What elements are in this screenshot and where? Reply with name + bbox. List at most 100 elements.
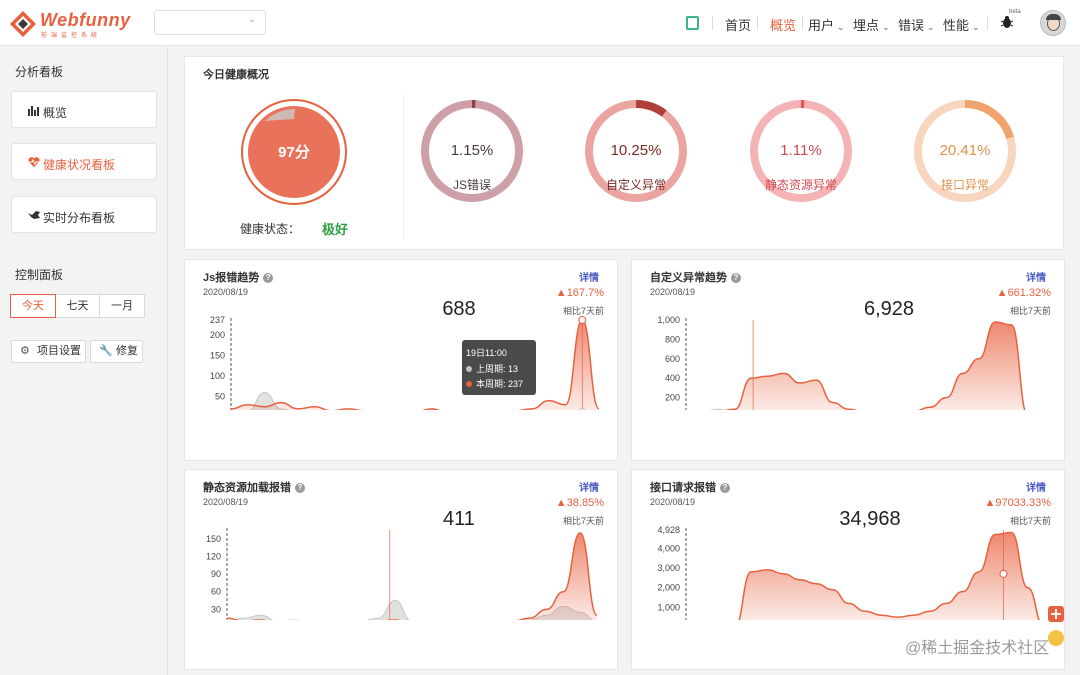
- nav-perf[interactable]: 性能 ⌄: [943, 15, 980, 34]
- chart-total: 6,928: [863, 298, 915, 320]
- chevron-down-icon: ⌄: [247, 14, 256, 25]
- ring-value: 10.25%: [610, 142, 662, 159]
- y-tick-label: 60: [211, 587, 221, 597]
- chevron-down-icon: ⌄: [837, 22, 845, 32]
- change-percent-value: 167.7%: [566, 287, 604, 299]
- ring-fill: [750, 100, 852, 202]
- ring-fill: [421, 100, 523, 202]
- compare-label: 相比7天前: [1009, 306, 1051, 316]
- chevron-down-icon: ⌄: [972, 22, 980, 32]
- brand-logo[interactable]: Webfunny 前端监控系统: [10, 9, 140, 39]
- repair-button[interactable]: 🔧 修复: [90, 340, 143, 363]
- plus-icon: [1051, 609, 1061, 619]
- change-percent: ▲661.32%: [997, 287, 1051, 299]
- nav-divider: [757, 16, 758, 30]
- ring-label: 接口异常: [940, 178, 989, 192]
- document-icon[interactable]: [686, 16, 699, 30]
- nav-home[interactable]: 首页: [725, 18, 752, 33]
- chart-title-text: 自定义异常趋势: [650, 272, 727, 284]
- y-tick-label: 237: [210, 315, 225, 325]
- project-settings-button[interactable]: ⚙ 项目设置: [11, 340, 86, 363]
- health-score: 97分: [278, 144, 310, 161]
- y-tick-label: 4,000: [657, 543, 680, 553]
- chart-title-text: 接口请求报错: [650, 482, 716, 494]
- y-tick-label: 100: [210, 371, 225, 381]
- nav-divider: [802, 16, 803, 30]
- help-icon[interactable]: ?: [295, 483, 305, 493]
- y-tick-label: 200: [665, 393, 680, 403]
- chevron-down-icon: ⌄: [882, 22, 890, 32]
- ring-gauge: [585, 100, 687, 202]
- bug-icon[interactable]: [1001, 15, 1013, 29]
- beta-badge: beta: [1009, 9, 1021, 15]
- detail-link[interactable]: 详情: [579, 273, 599, 284]
- help-icon[interactable]: ?: [720, 483, 730, 493]
- detail-link[interactable]: 详情: [579, 483, 599, 494]
- sidebar-item-label: 健康状况看板: [43, 158, 116, 172]
- ring-gauge: [750, 100, 852, 202]
- sidebar-item-overview[interactable]: 概览: [11, 91, 157, 128]
- nav-divider: [987, 16, 988, 30]
- wrench-icon: 🔧: [99, 345, 113, 357]
- series-cur-line: [230, 319, 600, 410]
- repair-label: 修复: [116, 345, 138, 357]
- detail-link[interactable]: 详情: [1026, 483, 1046, 494]
- top-bar: Webfunny 前端监控系统 ⌄ 首页 概览 用户 ⌄ 埋点 ⌄ 错误 ⌄ 性能 ⌄ …: [0, 0, 1080, 46]
- nav-error[interactable]: 错误 ⌄: [898, 15, 935, 34]
- nav-tracking[interactable]: 埋点 ⌄: [853, 15, 890, 34]
- y-tick-label: 50: [215, 392, 225, 402]
- chart-date: 2020/08/19: [650, 287, 696, 297]
- range-today[interactable]: 今天: [10, 294, 56, 318]
- sidebar-item-health[interactable]: 健康状况看板: [11, 143, 157, 180]
- chart-plot: 030609012015018日14:0018日18:0018日22:今日0点0…: [206, 528, 598, 620]
- change-percent-value: 97033.33%: [995, 497, 1051, 509]
- chart-date: 2020/08/19: [203, 287, 249, 297]
- series-cur-line: [738, 531, 1040, 620]
- avatar[interactable]: [1040, 10, 1066, 36]
- series-prev-area: [250, 392, 288, 410]
- chart-date: 2020/08/19: [650, 497, 696, 507]
- ring-label: 自定义异常: [605, 178, 666, 192]
- ring-value: 20.41%: [939, 142, 991, 159]
- up-arrow-icon: ▲: [555, 497, 567, 509]
- project-select[interactable]: ⌄: [154, 10, 266, 35]
- project-settings-label: 项目设置: [37, 345, 81, 357]
- nav-user[interactable]: 用户 ⌄: [808, 15, 845, 34]
- y-tick-label: 150: [210, 351, 225, 361]
- analysis-title: 分析看板: [15, 65, 64, 79]
- range-month[interactable]: 一月: [99, 294, 146, 318]
- y-tick-label: 90: [211, 569, 221, 579]
- nav-perf-label: 性能: [943, 18, 970, 33]
- control-title: 控制面板: [15, 268, 64, 282]
- health-status-label: 健康状态：: [240, 222, 301, 236]
- help-icon[interactable]: ?: [263, 273, 274, 283]
- sidebar-item-realtime[interactable]: 实时分布看板: [11, 196, 157, 233]
- divider: [403, 95, 404, 240]
- chart-total: 688: [442, 298, 476, 320]
- bar-chart-icon: [28, 106, 39, 116]
- series-cur-line: [226, 532, 598, 620]
- detail-link[interactable]: 详情: [1026, 273, 1046, 284]
- bird-icon: [28, 211, 40, 219]
- chart-total: 34,968: [839, 508, 901, 530]
- tooltip-cur: 本周期: 237: [466, 377, 523, 390]
- help-icon[interactable]: ?: [731, 273, 741, 283]
- highlight-point: [999, 569, 1008, 578]
- change-percent-value: 38.85%: [566, 497, 604, 509]
- ring-value: 1.11%: [780, 142, 822, 159]
- sidebar-item-label: 概览: [43, 106, 68, 120]
- tooltip-prev: 上周期: 13: [466, 362, 518, 375]
- feedback-icon[interactable]: [1048, 630, 1064, 646]
- chart-plot: 01,0002,0003,0004,0004,92818日14:0018日18:…: [657, 525, 1040, 620]
- ring-value: 1.15%: [450, 142, 494, 159]
- y-tick-label: 600: [665, 354, 680, 364]
- change-percent: ▲97033.33%: [984, 497, 1051, 509]
- nav-overview[interactable]: 概览: [770, 18, 797, 33]
- chart-plot: 05010015020023718日14:0018日18:0018日22:001…: [210, 315, 600, 410]
- first-aid-icon[interactable]: [1048, 606, 1064, 622]
- y-tick-label: 1,000: [657, 602, 680, 612]
- static-resource-error-card: 静态资源加载报错?2020/08/19详情411▲38.85%相比7天前0306…: [184, 469, 618, 670]
- ring-fill: [914, 100, 1016, 202]
- range-week[interactable]: 七天: [54, 294, 101, 318]
- chart-title: Js报错趋势?: [203, 269, 274, 285]
